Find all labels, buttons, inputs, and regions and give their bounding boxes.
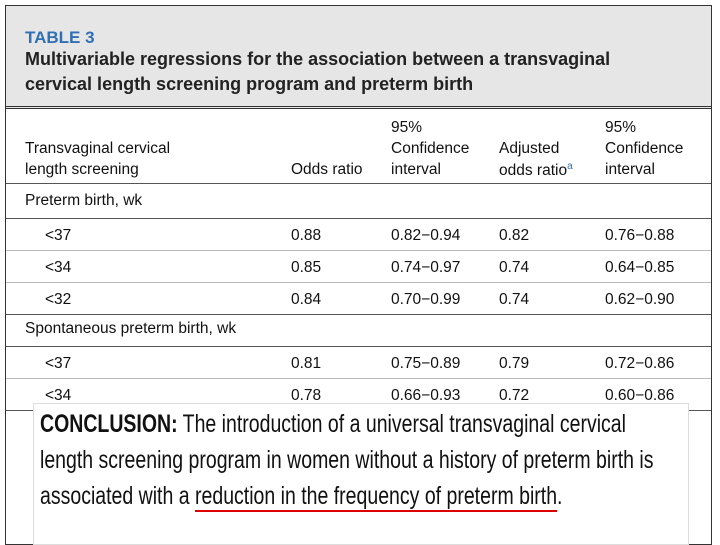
rule <box>6 218 711 219</box>
table-label: TABLE 3 <box>25 28 95 47</box>
rule <box>6 378 711 379</box>
cell: 0.62−0.90 <box>605 291 675 308</box>
conclusion-underlined: reduction in the frequency of preterm bi… <box>195 482 558 510</box>
column-header: Confidence <box>605 140 684 157</box>
section-label: Preterm birth, wk <box>25 192 143 209</box>
column-header: 95% <box>605 119 637 136</box>
cell: 0.82−0.94 <box>391 227 461 244</box>
conclusion-line: The introduction of a universal transvag… <box>182 410 626 438</box>
cell: 0.64−0.85 <box>605 259 675 276</box>
column-header: Confidence <box>391 140 470 157</box>
superscript: a <box>567 161 573 172</box>
conclusion-line: length screening program in women withou… <box>40 446 654 474</box>
cell: 0.79 <box>499 355 530 372</box>
section-label: Spontaneous preterm birth, wk <box>25 320 237 337</box>
column-header: 95% <box>391 119 423 136</box>
column-header: odds ratioa <box>499 161 573 180</box>
column-header: Odds ratio <box>291 161 363 178</box>
conclusion-line: associated with a <box>40 482 190 510</box>
cell: 0.81 <box>291 355 322 372</box>
cell: <34 <box>45 259 72 276</box>
cell: <34 <box>45 387 72 404</box>
cell: 0.72 <box>499 387 530 404</box>
conclusion-box: CONCLUSION: The introduction of a univer… <box>33 403 689 545</box>
table-frame: TABLE 3 Multivariable regressions for th… <box>5 5 712 545</box>
cell: <32 <box>45 291 72 308</box>
column-header: Transvaginal cervical <box>25 140 171 157</box>
conclusion-end: . <box>557 482 563 510</box>
rule <box>6 282 711 283</box>
rule <box>6 314 711 315</box>
cell: 0.76−0.88 <box>605 227 675 244</box>
cell: <37 <box>45 227 72 244</box>
column-header: interval <box>391 161 441 178</box>
column-header: interval <box>605 161 655 178</box>
table-title: cervical length screening program and pr… <box>25 74 474 94</box>
rule <box>6 346 711 347</box>
rule <box>6 250 711 251</box>
cell: 0.88 <box>291 227 322 244</box>
cell: 0.60−0.86 <box>605 387 675 404</box>
cell: 0.66−0.93 <box>391 387 461 404</box>
column-header: length screening <box>25 161 139 178</box>
cell: 0.74−0.97 <box>391 259 461 276</box>
cell: 0.74 <box>499 259 530 276</box>
cell: 0.78 <box>291 387 322 404</box>
cell: 0.72−0.86 <box>605 355 675 372</box>
cell: 0.82 <box>499 227 530 244</box>
cell: 0.75−0.89 <box>391 355 461 372</box>
table-title: Multivariable regressions for the associ… <box>25 49 611 69</box>
cell: 0.85 <box>291 259 322 276</box>
cell: 0.70−0.99 <box>391 291 461 308</box>
cell: <37 <box>45 355 72 372</box>
conclusion-label: CONCLUSION: <box>40 410 178 438</box>
cell: 0.84 <box>291 291 322 308</box>
conclusion-text: CONCLUSION: The introduction of a univer… <box>40 406 680 514</box>
column-header: Adjusted <box>499 140 560 157</box>
cell: 0.74 <box>499 291 530 308</box>
rule <box>6 183 711 184</box>
table-header: TABLE 3 Multivariable regressions for th… <box>6 6 711 109</box>
